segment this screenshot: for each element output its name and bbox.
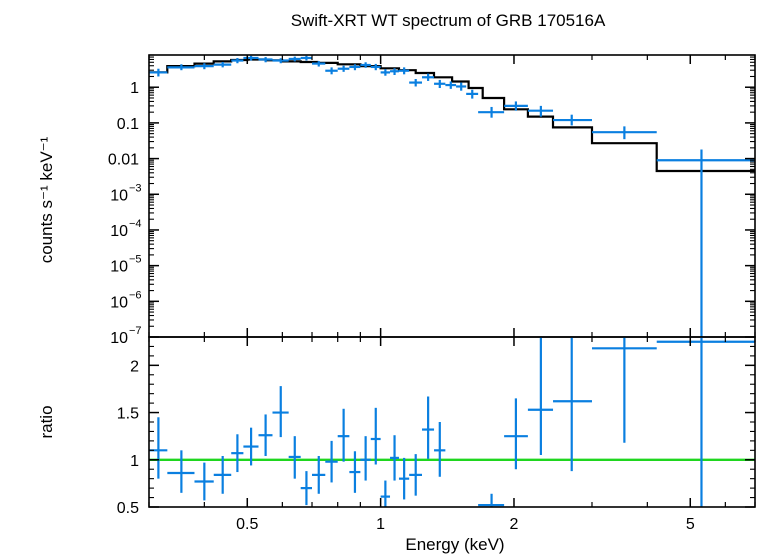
spectrum-y-tick-label: 10 (110, 330, 128, 347)
spectrum-y-tick-label: 10 (110, 223, 128, 240)
spectrum-data-point (312, 61, 326, 67)
ratio-data-point (167, 450, 195, 493)
spectrum-y-tick-exponent: −3 (129, 182, 142, 194)
spectrum-panel: 10−710−610−510−410 −30.010.11 (108, 54, 756, 347)
ratio-data-point (390, 435, 399, 481)
spectrum-data-point (288, 56, 301, 62)
spectrum-data-point (478, 106, 505, 118)
spectrum-data-point (456, 82, 467, 91)
ratio-data-point (258, 414, 273, 456)
spectrum-data-point (231, 57, 244, 64)
x-tick-label: 1 (376, 516, 385, 533)
ratio-data-point (349, 451, 361, 493)
spectrum-y-tick-label: 10 (110, 259, 128, 276)
ratio-data-point (398, 457, 410, 500)
ratio-data-point (409, 454, 423, 496)
ratio-data-point (325, 440, 338, 483)
ratio-data-point (213, 456, 232, 494)
ratio-y-tick-label: 1.5 (117, 406, 139, 423)
spectrum-y-tick-label: 10 (110, 294, 128, 311)
spectrum-data-point (300, 55, 313, 61)
ratio-data-point (243, 427, 259, 466)
ratio-data-point (272, 386, 289, 438)
ratio-data-point (288, 436, 301, 479)
spectrum-data-point (380, 69, 391, 76)
spectrum-data-point (349, 64, 361, 71)
x-tick-label: 0.5 (236, 516, 258, 533)
spectrum-data-point (213, 61, 232, 68)
ratio-data-point (434, 422, 446, 477)
spectrum-data-point (591, 126, 657, 140)
ratio-data-point (422, 396, 435, 459)
ratio-data-point (527, 337, 554, 456)
spectrum-y-tick-label: 0.1 (117, 116, 139, 133)
ratio-data-point (360, 436, 371, 481)
spectrum-data-point (422, 73, 435, 81)
spectrum-data-point (504, 101, 528, 111)
ratio-data-point (370, 407, 381, 465)
spectrum-data-point (337, 65, 350, 72)
spectrum-y-tick-label: 0.01 (108, 152, 139, 169)
spectrum-data-point (390, 68, 399, 76)
ratio-data-point (656, 337, 755, 507)
chart-title: Swift-XRT WT spectrum of GRB 170516A (291, 11, 606, 30)
spectrum-data-point (272, 58, 289, 64)
ratio-data-point (231, 434, 244, 473)
ratio-data-point (300, 471, 313, 506)
spectrum-data-point (194, 63, 214, 70)
ratio-data-point (478, 493, 505, 507)
x-tick-label: 2 (510, 516, 519, 533)
ratio-data-point (194, 462, 214, 501)
model-step-line (149, 58, 755, 173)
spectrum-data-point (258, 57, 273, 63)
ratio-data-point (504, 398, 528, 470)
spectrum-y-tick-label: 10 (110, 187, 128, 204)
spectrum-y-tick-exponent: −7 (129, 325, 142, 337)
spectrum-data-point (434, 79, 446, 89)
spectrum-data-point (466, 89, 479, 99)
spectrum-data-point (360, 62, 371, 68)
spectrum-plot-frame (148, 54, 756, 338)
spectrum-y-tick-exponent: −4 (129, 218, 142, 230)
ratio-data-point (380, 480, 391, 507)
spectrum-data-point (398, 67, 410, 75)
ratio-data-point (337, 408, 350, 462)
ratio-panel: 0.5 1 2 5 0.5 1 1.5 2 (117, 336, 756, 533)
spectrum-data-point (325, 67, 338, 75)
spectrum-data-point (149, 68, 168, 77)
ratio-y-tick-label: 1 (130, 453, 139, 470)
spectrum-y-tick-label: 1 (130, 80, 139, 97)
spectrum-y-tick-exponent: −5 (129, 254, 142, 266)
energy-x-axis-label: Energy (keV) (405, 535, 504, 554)
ratio-data-point (312, 456, 326, 494)
ratio-y-axis-label: ratio (37, 405, 56, 438)
spectrum-data-point (656, 149, 755, 337)
spectrum-data-point (553, 114, 592, 126)
spectrum-data-point (167, 64, 195, 71)
spectrum-y-tick-exponent: −6 (129, 289, 142, 301)
spectrum-data-point (527, 105, 554, 117)
spectrum-data-point (445, 81, 457, 89)
x-tick-label: 5 (686, 516, 695, 533)
spectrum-y-axis-label: counts s⁻¹ keV⁻¹ (37, 136, 56, 263)
ratio-data-point (553, 337, 592, 472)
spectrum-data-point (243, 55, 259, 61)
ratio-data-point (591, 337, 657, 443)
spectrum-data-point (370, 63, 381, 71)
ratio-plot-frame (148, 336, 756, 508)
spectrum-data-point (409, 79, 423, 87)
ratio-y-tick-label: 2 (130, 358, 139, 375)
ratio-y-tick-label: 0.5 (117, 500, 139, 517)
